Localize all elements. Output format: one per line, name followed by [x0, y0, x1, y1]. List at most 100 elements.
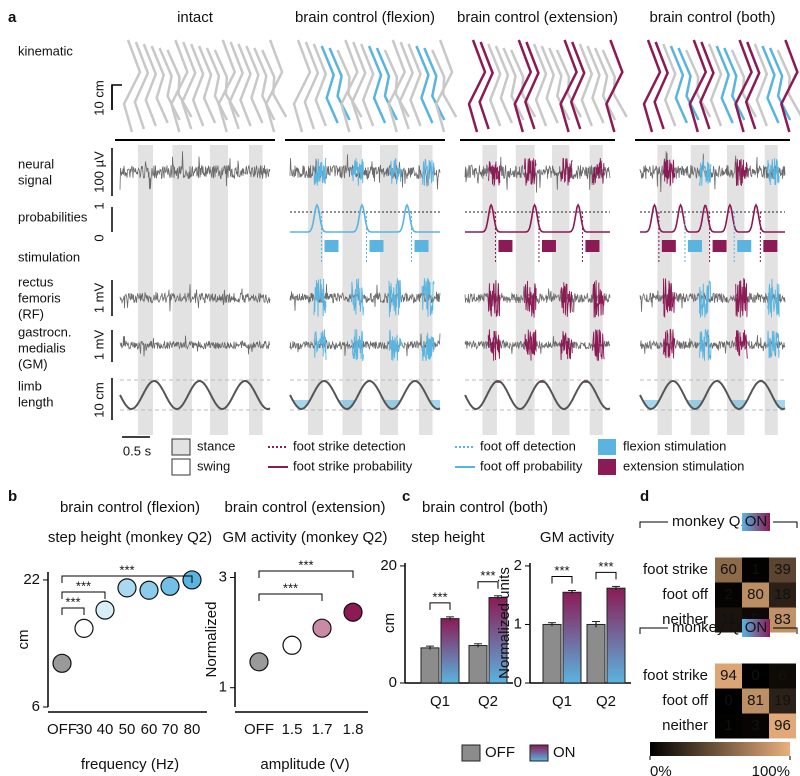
row-label: rectus [18, 274, 54, 289]
stim-trace [388, 158, 402, 185]
stim-trace [524, 329, 537, 361]
stim-trace [699, 328, 712, 361]
limb-stick [303, 41, 320, 130]
y-tick-label: 1 [219, 679, 227, 696]
column-title: intact [177, 9, 214, 26]
bar [420, 647, 440, 684]
probability-trace [640, 203, 785, 233]
limb-stick [407, 43, 422, 127]
cell-label: 1 [724, 717, 732, 734]
legend-swatch [171, 438, 191, 456]
cell-label: 83 [774, 611, 791, 628]
stance-band [249, 145, 263, 435]
stim-trace [560, 331, 573, 361]
stance-band [138, 145, 153, 435]
limb-stick [653, 41, 669, 130]
limb-stick [150, 45, 169, 124]
stim-trace [351, 278, 364, 316]
stim-trace [313, 278, 327, 317]
significance-label: *** [554, 563, 569, 578]
limb-stick [197, 45, 217, 124]
significance-bracket [429, 602, 451, 610]
legend-swatch [171, 458, 191, 476]
limb-stick [780, 39, 799, 133]
row-label: length [18, 394, 53, 409]
x-tick-label: 1.8 [343, 721, 364, 738]
limb-trace [464, 379, 611, 411]
heat-cell [715, 688, 742, 714]
bar [586, 623, 606, 684]
limb-stick [467, 39, 487, 133]
stim-trace [388, 278, 402, 318]
scale-label: 1 mV [91, 330, 106, 361]
mean-dot [139, 580, 159, 600]
limb-stick [180, 41, 197, 130]
limb-stick [677, 47, 700, 121]
y-axis-label: cm [381, 613, 398, 633]
heat-cell [742, 663, 769, 689]
mean-dot [74, 618, 94, 638]
y-axis-label: Normalized [203, 602, 220, 678]
limb-stick [292, 39, 312, 133]
stim-trace [767, 158, 780, 186]
y-tick-label: 1 [514, 615, 522, 632]
significance-bracket [595, 571, 617, 580]
limb-trace [289, 379, 441, 411]
limb-stick [494, 45, 514, 124]
stim-trace [662, 158, 676, 187]
stim-block [324, 240, 339, 252]
scale-label: 10 cm [91, 80, 106, 115]
limb-stick [532, 43, 548, 127]
header-line [639, 521, 668, 528]
stim-trace [699, 159, 712, 187]
panel-label: d [640, 488, 649, 505]
limb-stick [383, 49, 410, 118]
significance-label: *** [65, 594, 80, 609]
legend-label: OFF [485, 744, 515, 761]
cell-label: 11 [721, 611, 737, 628]
x-axis-label: frequency (Hz) [81, 756, 179, 773]
legend-label: foot off probability [480, 458, 583, 473]
stim-trace [699, 280, 712, 318]
y-tick-label: 6 [32, 698, 40, 715]
signal-trace [119, 151, 271, 190]
stim-block [712, 240, 727, 252]
y-tick-label: 22 [23, 571, 40, 588]
chart-subtitle: GM activity (monkey Q2) [222, 529, 387, 546]
limb-stick [548, 47, 571, 121]
scale-label: 1 [91, 202, 106, 209]
limb-stick [744, 41, 761, 130]
cell-label: 6 [778, 667, 786, 684]
heat-cell [769, 582, 796, 608]
row-label: foot off [662, 692, 708, 709]
mean-dot [312, 618, 332, 638]
significance-bracket [61, 607, 85, 615]
row-label: probabilities [18, 209, 88, 224]
limb-trace [119, 379, 271, 411]
limb-stick [734, 39, 753, 133]
stim-block [369, 240, 384, 252]
row-label: medialis [18, 340, 66, 355]
panel-label: c [402, 488, 410, 505]
stim-trace [421, 277, 435, 317]
chart-subtitle: step height [411, 529, 485, 546]
limb-stick [350, 41, 367, 130]
limb-stick [228, 41, 244, 130]
row-label: neither [662, 717, 708, 734]
legend-label: foot strike probability [293, 458, 413, 473]
cell-label: 81 [747, 692, 764, 709]
stim-trace [767, 330, 780, 359]
chart-subtitle: step height (monkey Q2) [48, 529, 212, 546]
x-tick-label: 1.7 [312, 721, 333, 738]
y-tick-label: 0 [389, 674, 397, 691]
limb-stick [336, 49, 363, 118]
stim-block [737, 240, 752, 252]
significance-label: *** [283, 580, 298, 595]
heat-cell [769, 557, 796, 583]
legend-label: foot off detection [480, 438, 576, 453]
legend-label: flexion stimulation [623, 438, 726, 453]
limb-stick [524, 41, 540, 130]
row-label: gastrocn. [18, 324, 71, 339]
limb-stick [133, 41, 150, 130]
limb-trace [639, 379, 786, 411]
